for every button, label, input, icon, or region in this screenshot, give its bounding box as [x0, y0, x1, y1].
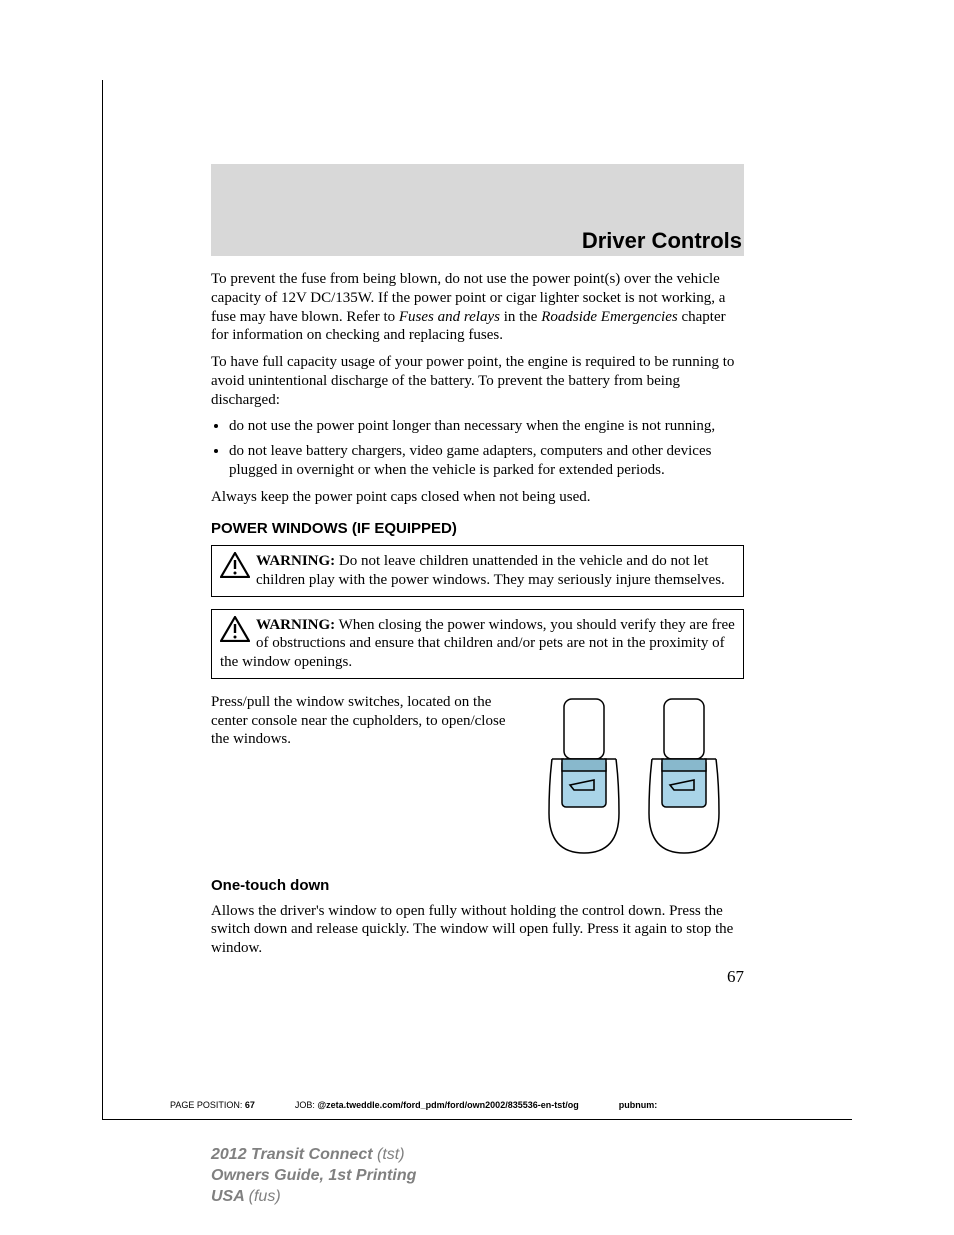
value: @zeta.tweddle.com/ford_pdm/ford/own2002/…: [317, 1100, 578, 1110]
text-italic: Fuses and relays: [399, 309, 500, 325]
value: 67: [245, 1100, 255, 1110]
page-content: To prevent the fuse from being blown, do…: [211, 270, 744, 987]
warning-label: WARNING:: [256, 617, 335, 633]
press-pull-text: Press/pull the window switches, located …: [211, 693, 514, 863]
paragraph-caps: Always keep the power point caps closed …: [211, 488, 744, 507]
warning-label: WARNING:: [256, 553, 335, 569]
paragraph-one-touch: Allows the driver's window to open fully…: [211, 902, 744, 958]
footer-pubnum: pubnum:: [619, 1100, 658, 1110]
label: JOB:: [295, 1100, 318, 1110]
text-italic: Roadside Emergencies: [541, 309, 678, 325]
guide-line-3: USA (fus): [211, 1187, 416, 1208]
text: in the: [500, 309, 541, 325]
warning-box-1: WARNING: Do not leave children unattende…: [211, 545, 744, 597]
paragraph-fuse: To prevent the fuse from being blown, do…: [211, 270, 744, 345]
list-item: do not use the power point longer than n…: [229, 417, 744, 436]
text: (tst): [377, 1146, 405, 1163]
footer-page-position: PAGE POSITION: 67: [170, 1100, 255, 1110]
footer-job: JOB: @zeta.tweddle.com/ford_pdm/ford/own…: [295, 1100, 579, 1110]
press-pull-row: Press/pull the window switches, located …: [211, 693, 744, 863]
text: USA: [211, 1188, 249, 1205]
warning-triangle-icon: [220, 552, 250, 578]
label: pubnum:: [619, 1100, 658, 1110]
list-item: do not leave battery chargers, video gam…: [229, 442, 744, 480]
warning-box-2: WARNING: When closing the power windows,…: [211, 609, 744, 679]
window-switch-figure: [534, 693, 744, 863]
warning-triangle-icon: [220, 616, 250, 642]
window-switch-svg: [544, 693, 734, 863]
text: 2012 Transit Connect: [211, 1146, 377, 1163]
subhead-one-touch: One-touch down: [211, 877, 744, 896]
page-number: 67: [211, 966, 744, 987]
text: (fus): [249, 1188, 281, 1205]
section-title: Driver Controls: [582, 228, 742, 254]
footer-meta: PAGE POSITION: 67 JOB: @zeta.tweddle.com…: [170, 1100, 810, 1110]
guide-line-2: Owners Guide, 1st Printing: [211, 1166, 416, 1187]
paragraph-capacity: To have full capacity usage of your powe…: [211, 353, 744, 409]
label: PAGE POSITION:: [170, 1100, 245, 1110]
footer-guide: 2012 Transit Connect (tst) Owners Guide,…: [211, 1145, 416, 1207]
bullet-list: do not use the power point longer than n…: [211, 417, 744, 479]
subhead-power-windows: POWER WINDOWS (IF EQUIPPED): [211, 520, 744, 539]
guide-line-1: 2012 Transit Connect (tst): [211, 1145, 416, 1166]
